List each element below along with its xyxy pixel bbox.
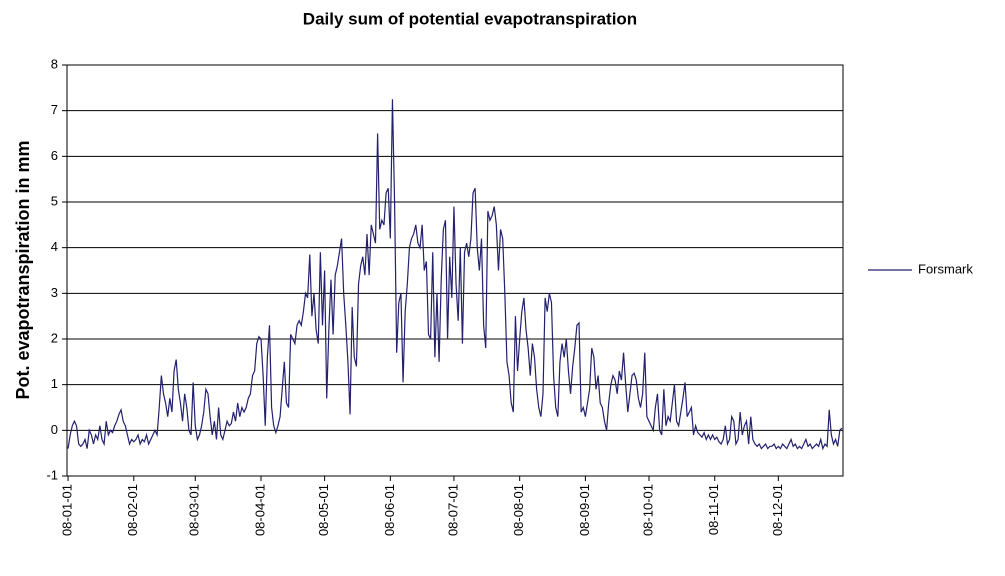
- y-tick-label: 8: [51, 56, 58, 71]
- plot-border: [66, 64, 844, 477]
- x-tick-label: 08-03-01: [187, 484, 202, 536]
- y-tick-label: 7: [51, 102, 58, 117]
- x-tick-label: 08-08-01: [511, 484, 526, 536]
- x-tick-label: 08-11-01: [706, 484, 721, 535]
- y-tick-label: -1: [46, 467, 58, 482]
- x-tick-label: 08-02-01: [125, 484, 140, 536]
- y-tick-label: 5: [51, 193, 58, 208]
- x-tick-label: 08-04-01: [252, 484, 267, 536]
- y-tick-label: 2: [51, 330, 58, 345]
- y-tick-label: 3: [51, 285, 58, 300]
- chart-title: Daily sum of potential evapotranspiratio…: [303, 9, 637, 28]
- y-tick-label: 6: [51, 148, 58, 163]
- y-axis-title: Pot. evapotranspiration in mm: [13, 140, 33, 399]
- x-tick-label: 08-10-01: [640, 484, 655, 536]
- x-tick-label: 08-01-01: [59, 484, 74, 536]
- x-tick-label: 08-07-01: [445, 484, 460, 536]
- x-tick-label: 08-09-01: [577, 484, 592, 536]
- data-line: [67, 99, 843, 451]
- legend-label: Forsmark: [918, 261, 973, 276]
- x-tick-label: 08-05-01: [316, 484, 331, 536]
- y-tick-label: 1: [51, 376, 58, 391]
- y-tick-label: 4: [51, 239, 58, 254]
- y-tick-label: 0: [51, 422, 58, 437]
- x-tick-label: 08-12-01: [770, 484, 785, 536]
- x-tick-label: 08-06-01: [382, 484, 397, 536]
